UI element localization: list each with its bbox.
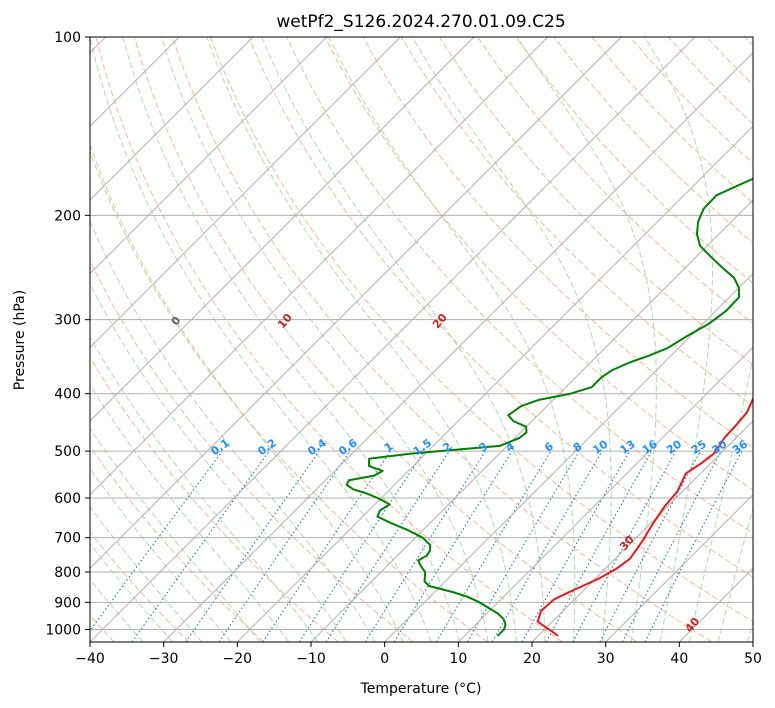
dry-adiabat [210,37,753,623]
dry-adiabat [95,37,563,642]
isotherm [310,199,753,642]
mixing-ratio-line [185,450,320,642]
moist-adiabat [122,37,461,642]
x-axis: −40 −30 −20 −10 0 10 20 30 40 50 [75,642,762,667]
y-axis-label: Pressure (hPa) [12,290,28,390]
dry-adiabat [439,37,753,366]
temperature-line [536,396,753,637]
mixing-ratio-line [298,450,425,642]
x-tick-label: 50 [744,651,762,667]
mixing-ratio-line [521,450,630,642]
x-tick-label: −30 [149,651,179,667]
moist-adiabat [90,506,203,642]
isotherm [90,37,401,349]
mixing-ratio-line [131,450,270,642]
mixing-ratio-line [325,450,450,642]
x-tick-label: 0 [380,651,389,667]
dewpoint-profile [345,177,753,637]
x-tick-label: 30 [597,651,615,667]
x-tick-label: −40 [75,651,105,667]
dry-adiabat [90,356,339,642]
moist-adiabat [90,467,232,642]
isotherm [384,272,753,642]
moist-adiabat [688,355,753,642]
x-tick-label: 20 [523,651,541,667]
x-axis-label: Temperature (°C) [360,681,482,697]
isotherm [605,493,753,642]
moist-adiabat [90,142,404,642]
dry-adiabat [133,37,638,642]
skewed-isotherms [90,37,753,642]
moist-adiabat [411,37,612,642]
chart-title: wetPf2_S126.2024.270.01.09.C25 [276,12,565,32]
moist-adiabat [90,282,347,642]
mixing-ratio-line [545,450,653,642]
y-axis: 100 200 300 400 500 600 700 800 900 1000 [45,30,90,638]
isobar-gridlines [90,37,753,630]
temperature-profile [536,396,753,637]
moist-adiabat [160,37,489,642]
mixing-ratio-line [218,450,351,642]
plot-area: 0.1 0.2 0.4 0.6 1 1.5 2 3 4 6 8 10 13 16 20 25 30 360 10 20… [90,37,753,642]
y-tick-label: 100 [54,30,81,46]
moist-adiabat [516,37,657,642]
y-tick-label: 900 [54,595,81,611]
mixing-ratio-line [393,450,513,642]
x-tick-label: 40 [670,651,688,667]
moist-adiabat [644,37,714,642]
dry-adiabat [90,531,190,642]
moist-adiabat [90,427,261,642]
dry-adiabat [90,445,264,642]
isotherm [457,346,753,642]
mixing-ratio-line [644,450,743,642]
moist-adiabat [261,37,546,642]
dry-adiabats [90,37,753,642]
moist-adiabats [90,37,753,642]
moist-adiabat [90,543,173,642]
moist-adiabat [90,336,319,642]
moist-adiabat [90,383,290,642]
y-tick-label: 200 [54,208,81,224]
mixing-ratio-line [90,450,223,632]
y-tick-label: 300 [54,313,81,329]
moist-adiabat [90,220,376,642]
isotherm [90,37,622,570]
isotherm [163,51,753,642]
y-tick-label: 500 [54,444,81,460]
dry-adiabat [248,37,753,578]
moist-adiabat [328,37,576,642]
dry-adiabat [515,37,753,284]
moist-adiabat [90,578,144,642]
dry-adiabat [400,37,753,407]
moist-adiabat [90,37,432,642]
x-tick-label: 10 [449,651,467,667]
mixing-ratio-line [572,450,677,642]
x-tick-label: −10 [296,651,326,667]
isotherm [90,37,328,275]
x-tick-label: −20 [223,651,253,667]
dewpoint-line [345,177,753,637]
mixing-ratio-line [262,450,392,642]
isotherm [236,125,753,642]
dry-adiabat [90,150,488,642]
moist-adiabat [206,37,517,642]
y-tick-label: 400 [54,387,81,403]
isotherm [90,37,549,496]
isotherm [531,420,753,642]
mixing-ratio-lines [90,450,743,642]
isotherm [90,37,696,642]
isotherm [90,37,475,422]
y-tick-label: 800 [54,565,81,581]
y-tick-label: 1000 [45,622,81,638]
y-tick-label: 700 [54,531,81,547]
y-tick-label: 600 [54,491,81,507]
plot-frame [89,36,754,643]
isotherm [90,37,254,201]
